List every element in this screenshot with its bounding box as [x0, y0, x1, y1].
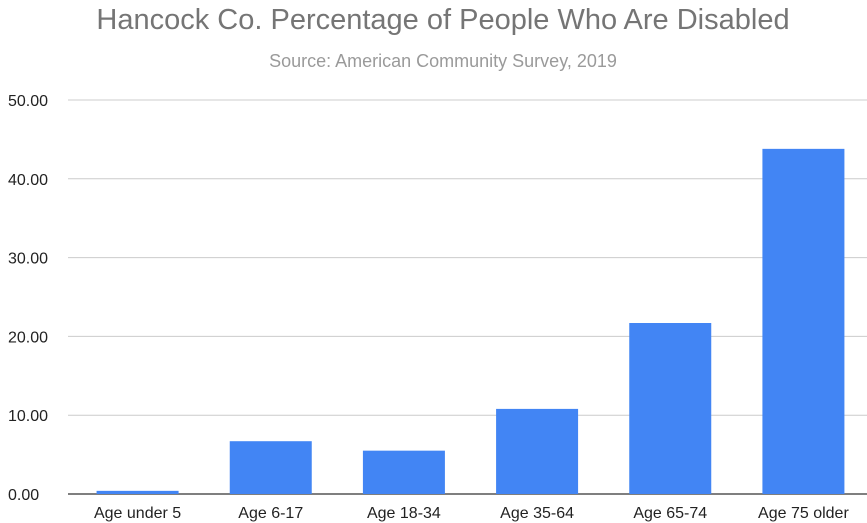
x-tick-label: Age 75 older: [758, 505, 849, 522]
bars: [97, 149, 845, 494]
bar: [496, 409, 578, 494]
y-tick-label: 20.00: [8, 329, 48, 346]
bar: [97, 491, 179, 494]
y-tick-label: 10.00: [8, 408, 48, 425]
bar: [230, 441, 312, 494]
bar: [363, 451, 445, 494]
x-tick-label: Age 18-34: [367, 505, 441, 522]
x-tick-label: Age under 5: [94, 505, 181, 522]
y-tick-label: 0.00: [8, 487, 39, 504]
x-tick-label: Age 65-74: [633, 505, 707, 522]
bar: [629, 323, 711, 494]
y-tick-label: 50.00: [8, 93, 48, 110]
y-axis-ticks: 0.00 10.00 20.00 30.00 40.00 50.00: [8, 93, 48, 504]
bar: [762, 149, 844, 494]
y-tick-label: 30.00: [8, 251, 48, 268]
gridlines: [68, 100, 867, 494]
x-tick-label: Age 35-64: [500, 505, 574, 522]
y-tick-label: 40.00: [8, 172, 48, 189]
x-axis-labels: Age under 5 Age 6-17 Age 18-34 Age 35-64 Age…: [94, 505, 849, 522]
x-tick-label: Age 6-17: [238, 505, 303, 522]
